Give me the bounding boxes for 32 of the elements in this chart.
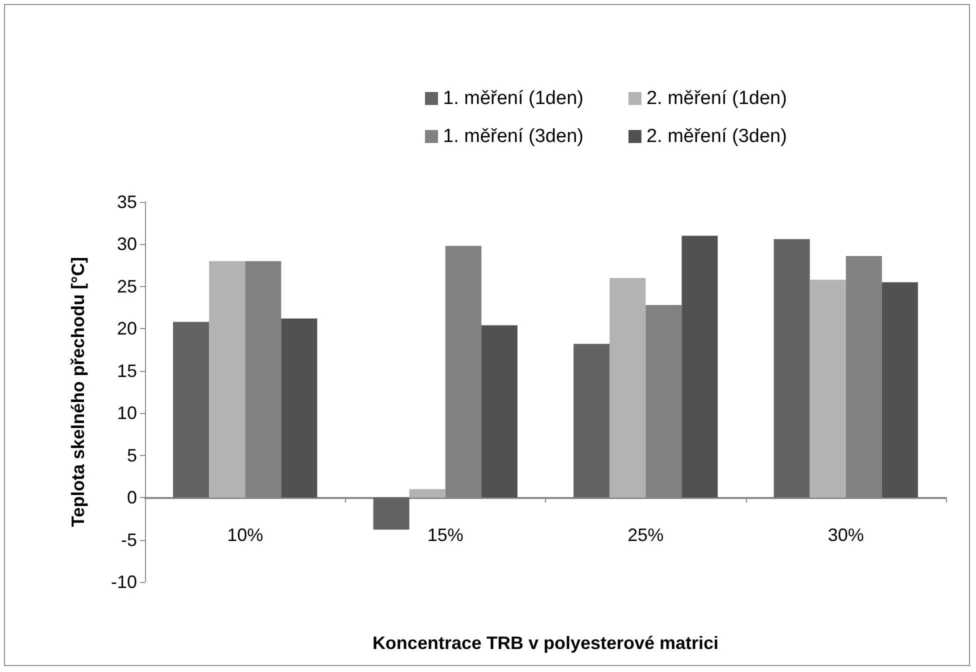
y-tick-label: 35 [116,192,137,212]
y-tick-label: -5 [120,530,137,550]
bar [173,322,210,498]
bar [409,489,446,498]
x-tick-label: 15% [427,525,464,545]
bar [882,282,918,498]
y-tick-label: 20 [116,318,137,339]
y-tick-label: 25 [116,276,137,296]
legend-label: 1. měření (1den) [443,88,584,109]
legend-label: 2. měření (1den) [646,88,787,109]
bar [481,325,518,498]
bar [574,344,610,498]
x-tick-label: 25% [628,525,664,545]
x-tick-label: 30% [828,525,864,545]
bar [810,280,846,498]
legend-label: 2. měření (3den) [646,126,787,147]
y-axis-title: Teplota skelného přechodu [°C] [68,257,88,527]
bar [610,278,646,498]
y-tick-label: 30 [116,234,137,254]
y-tick-label: -10 [110,572,137,592]
bar [209,261,246,498]
x-axis-title: Koncentrace TRB v polyesterové matrici [372,633,719,653]
y-tick-label: 10 [116,403,137,424]
bar [774,239,810,498]
y-tick-label: 15 [116,360,137,381]
x-tick-label: 10% [227,525,264,545]
y-tick-label: 0 [126,488,137,508]
bar [281,318,318,498]
bar [682,236,718,498]
bar [373,498,410,530]
legend-label: 1. měření (3den) [443,126,584,147]
y-tick-label: 5 [126,445,137,466]
